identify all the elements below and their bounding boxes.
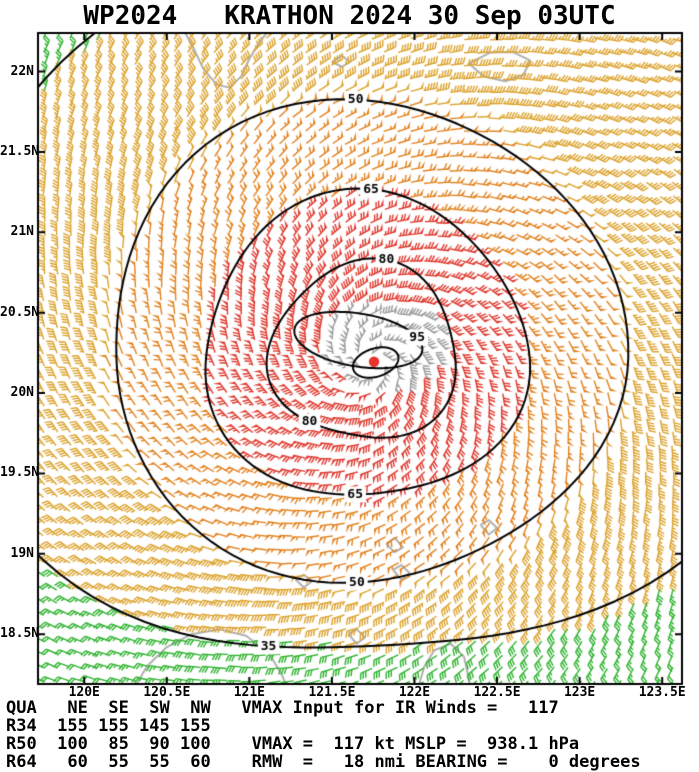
x-tick-label: 120.5E xyxy=(143,685,191,700)
x-tick-label: 122E xyxy=(398,685,431,700)
footer-line-r50: R50 100 85 90 100 VMAX = 117 kt MSLP = 9… xyxy=(6,734,580,754)
stats-footer: QUA NE SE SW NW VMAX Input for IR Winds … xyxy=(6,699,641,771)
y-tick-label: 18.5N xyxy=(0,626,40,642)
x-tick-label: 122.5E xyxy=(473,685,521,700)
x-tick-label: 120E xyxy=(68,685,100,700)
y-tick-label: 20N xyxy=(10,385,34,401)
y-tick-label: 22N xyxy=(10,63,34,79)
y-tick-label: 19N xyxy=(10,545,34,561)
x-tick-label: 121.5E xyxy=(308,685,356,700)
y-tick-label: 21N xyxy=(10,224,34,240)
x-tick-label: 121E xyxy=(233,685,266,700)
y-tick-label: 19.5N xyxy=(0,465,40,481)
footer-line-qua: QUA NE SE SW NW VMAX Input for IR Winds … xyxy=(6,698,559,718)
y-tick-label: 20.5N xyxy=(0,304,40,320)
footer-line-r64: R64 60 55 55 60 RMW = 18 nmi BEARING = 0… xyxy=(6,752,641,772)
y-tick-label: 21.5N xyxy=(0,143,40,159)
x-tick-label: 123E xyxy=(563,685,596,700)
footer-line-r34: R34 155 155 145 155 xyxy=(6,716,211,736)
x-tick-label: 123.5E xyxy=(638,685,686,700)
